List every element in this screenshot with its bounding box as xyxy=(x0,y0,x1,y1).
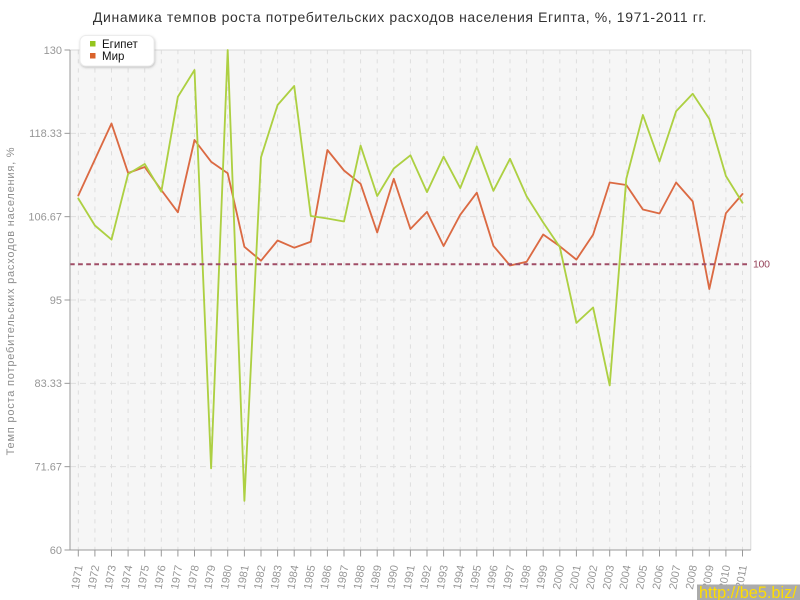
svg-text:Динамика темпов роста потребит: Динамика темпов роста потребительских ра… xyxy=(93,9,707,25)
svg-text:1992: 1992 xyxy=(418,564,434,590)
svg-text:1990: 1990 xyxy=(385,564,401,590)
svg-text:1983: 1983 xyxy=(269,564,285,590)
svg-text:60: 60 xyxy=(50,545,62,557)
svg-text:1995: 1995 xyxy=(468,564,484,590)
svg-text:1976: 1976 xyxy=(153,564,169,590)
svg-text:2008: 2008 xyxy=(684,564,700,590)
svg-text:1977: 1977 xyxy=(169,564,185,590)
svg-text:1972: 1972 xyxy=(86,564,102,590)
svg-text:106.67: 106.67 xyxy=(28,212,62,224)
svg-text:2002: 2002 xyxy=(584,564,600,590)
svg-text:1988: 1988 xyxy=(352,564,368,590)
svg-text:2009: 2009 xyxy=(701,564,717,590)
svg-text:100: 100 xyxy=(753,259,770,271)
svg-text:118.33: 118.33 xyxy=(29,128,62,140)
svg-text:1974: 1974 xyxy=(119,564,135,590)
svg-text:1997: 1997 xyxy=(501,564,517,590)
svg-text:1975: 1975 xyxy=(136,564,152,590)
svg-text:2003: 2003 xyxy=(601,564,617,590)
svg-text:130: 130 xyxy=(44,45,62,57)
svg-text:http://be5.biz/: http://be5.biz/ xyxy=(699,584,797,600)
svg-text:2007: 2007 xyxy=(667,564,683,590)
svg-text:95: 95 xyxy=(50,295,62,307)
svg-text:1991: 1991 xyxy=(402,564,418,590)
svg-text:71.67: 71.67 xyxy=(34,462,62,474)
svg-text:2010: 2010 xyxy=(717,564,733,590)
svg-text:2001: 2001 xyxy=(568,564,584,590)
svg-text:1996: 1996 xyxy=(485,564,501,590)
svg-text:1986: 1986 xyxy=(319,564,335,590)
svg-text:1980: 1980 xyxy=(219,564,235,590)
svg-text:1973: 1973 xyxy=(103,564,119,590)
svg-text:1979: 1979 xyxy=(202,564,218,590)
svg-text:1999: 1999 xyxy=(534,564,550,590)
svg-text:2004: 2004 xyxy=(618,564,634,590)
svg-text:1984: 1984 xyxy=(285,564,301,590)
svg-text:1993: 1993 xyxy=(435,564,451,590)
svg-text:2011: 2011 xyxy=(734,564,750,589)
svg-text:2005: 2005 xyxy=(634,564,650,590)
svg-text:1994: 1994 xyxy=(451,564,467,590)
svg-text:1971: 1971 xyxy=(70,564,86,590)
svg-text:1987: 1987 xyxy=(335,564,351,590)
svg-text:1981: 1981 xyxy=(236,564,252,590)
svg-text:1998: 1998 xyxy=(518,564,534,590)
svg-text:2006: 2006 xyxy=(651,564,667,590)
svg-text:2000: 2000 xyxy=(551,564,567,590)
svg-text:Египет: Египет xyxy=(102,39,139,51)
svg-text:83.33: 83.33 xyxy=(34,378,62,390)
svg-text:Мир: Мир xyxy=(102,51,124,63)
svg-text:1982: 1982 xyxy=(252,564,268,590)
svg-text:1989: 1989 xyxy=(368,564,384,590)
svg-text:1978: 1978 xyxy=(186,564,202,590)
svg-text:1985: 1985 xyxy=(302,564,318,590)
svg-text:Темп роста потребительских рас: Темп роста потребительских расходов насе… xyxy=(5,147,17,456)
